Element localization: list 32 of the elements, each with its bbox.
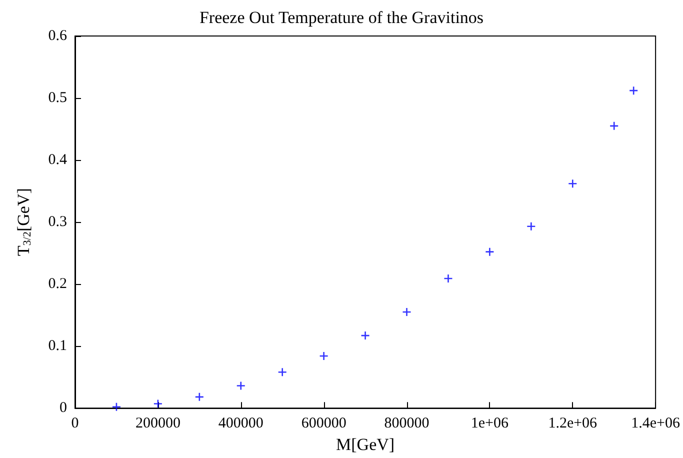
y-tick-label: 0.1 <box>48 338 67 354</box>
point <box>402 307 412 317</box>
y-tick-label: 0 <box>60 400 67 416</box>
y-tick-label: 0.5 <box>48 90 67 106</box>
x-tick-label: 0 <box>71 416 79 432</box>
x-tick-label: 800000 <box>384 416 430 432</box>
point <box>278 367 287 377</box>
point <box>236 381 246 390</box>
x-tick-label: 400000 <box>218 416 264 432</box>
point <box>194 392 204 402</box>
point <box>112 402 122 412</box>
point <box>360 330 370 340</box>
chart-title: Freeze Out Temperature of the Gravitinos <box>199 8 484 27</box>
point <box>526 222 536 232</box>
y-tick-label: 0.4 <box>48 152 68 168</box>
point <box>485 247 494 256</box>
point <box>444 274 453 284</box>
x-tick-label: 1e+06 <box>470 416 509 432</box>
x-tick-label: 600000 <box>301 416 346 432</box>
x-axis-title: M[GeV] <box>336 435 395 454</box>
x-tick-label: 200000 <box>135 416 180 432</box>
point <box>319 351 328 361</box>
point <box>568 178 578 188</box>
y-tick-label: 0.2 <box>48 276 67 292</box>
x-tick-label: 1.2e+06 <box>548 416 598 432</box>
point <box>628 86 638 96</box>
y-tick-label: 0.6 <box>48 28 68 44</box>
y-axis-title: T3/2[GeV] <box>14 188 34 256</box>
x-tick-label: 1.4e+06 <box>631 416 680 432</box>
point <box>609 121 619 131</box>
y-tick-label: 0.3 <box>48 214 67 230</box>
point <box>153 399 163 408</box>
